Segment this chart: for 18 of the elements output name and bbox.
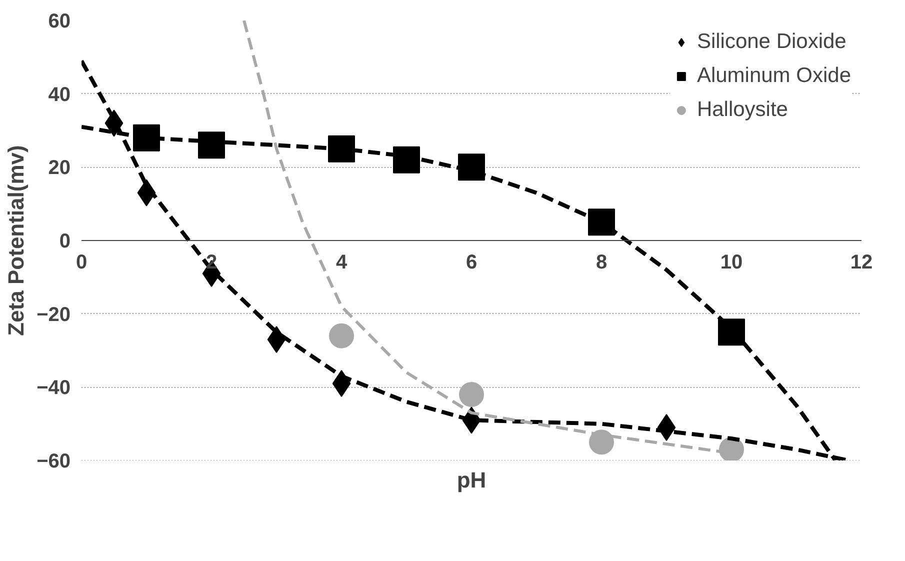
y-tick-label: −40 [36, 377, 71, 400]
x-tick-label: 4 [336, 252, 348, 274]
y-tick-label: 40 [48, 84, 71, 106]
legend-label: Aluminum Oxide [696, 64, 851, 88]
x-tick-label: 6 [466, 252, 478, 274]
y-tick-label: −20 [36, 304, 71, 326]
y-tick-label: −60 [36, 450, 71, 472]
y-tick-label: 20 [48, 157, 71, 180]
y-tick-label: 60 [48, 10, 71, 32]
x-tick-label: 12 [850, 252, 873, 274]
x-tick-label: 10 [720, 252, 743, 274]
y-axis-title: Zeta Potential(mv) [4, 145, 29, 336]
y-tick-label: 0 [59, 230, 70, 252]
legend-label: Silicone Dioxide [696, 30, 846, 54]
x-tick-label: 8 [596, 252, 608, 274]
legend-label: Halloysite [696, 98, 788, 122]
x-axis-title: pH [456, 468, 486, 492]
x-tick-label: 0 [76, 252, 88, 274]
